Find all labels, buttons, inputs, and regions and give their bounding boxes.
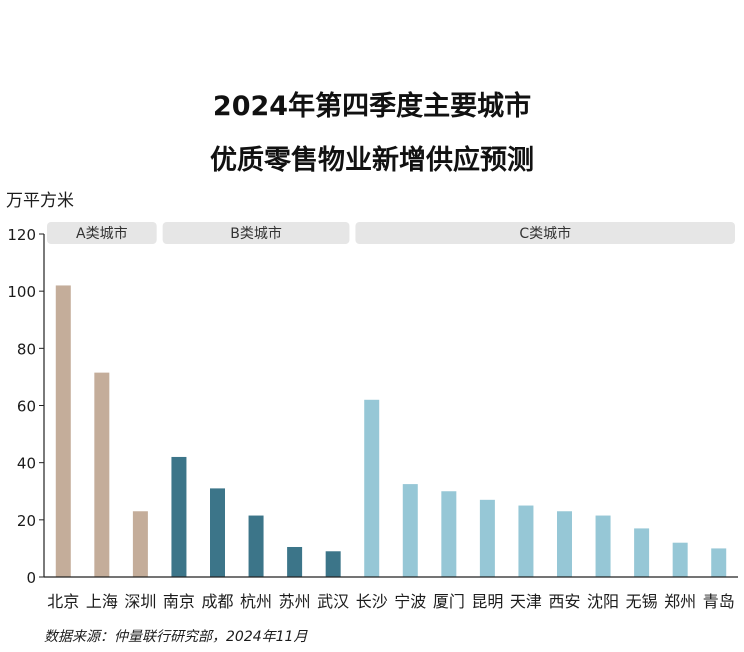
x-tick-label: 昆明 [471, 592, 503, 611]
y-tick-label: 60 [17, 398, 36, 416]
x-tick-label: 郑州 [664, 592, 696, 611]
bar-西安 [557, 511, 572, 577]
x-tick-label: 苏州 [279, 592, 311, 611]
x-tick-label: 宁波 [394, 592, 426, 611]
y-tick-label: 100 [7, 283, 36, 301]
bar-沈阳 [595, 515, 611, 577]
bar-苏州 [287, 546, 303, 577]
bar-昆明 [479, 499, 495, 577]
y-axis-unit-label: 万平方米 [6, 191, 74, 211]
bar-青岛 [711, 548, 727, 577]
group-label-A: A类城市 [76, 225, 128, 242]
x-tick-label: 天津 [510, 592, 542, 611]
x-tick-label: 西安 [548, 592, 580, 611]
bar-杭州 [248, 515, 264, 577]
bar-深圳 [132, 511, 148, 577]
x-tick-label: 成都 [201, 592, 233, 611]
group-band-A [47, 222, 157, 244]
chart-title-line-1: 2024年第四季度主要城市 [212, 91, 532, 122]
x-tick-label: 武汉 [317, 592, 349, 611]
bar-南京 [171, 456, 187, 577]
bar-长沙 [364, 399, 380, 577]
y-tick-label: 20 [17, 512, 36, 530]
x-tick-label: 北京 [47, 592, 79, 611]
chart-title-line-2: 优质零售物业新增供应预测 [210, 145, 534, 176]
x-tick-label: 无锡 [626, 592, 658, 611]
x-tick-label: 上海 [86, 592, 118, 611]
bar-宁波 [402, 484, 418, 577]
x-tick-label: 深圳 [124, 592, 156, 611]
x-tick-label: 长沙 [356, 592, 388, 611]
x-tick-label: 南京 [163, 592, 195, 611]
bar-天津 [518, 505, 534, 577]
bar-厦门 [441, 491, 457, 577]
x-tick-label: 杭州 [240, 592, 272, 611]
bar-成都 [210, 488, 225, 577]
source-note: 数据来源：仲量联行研究部，2024年11月 [44, 629, 308, 645]
bar-上海 [94, 372, 110, 577]
bar-无锡 [634, 528, 650, 577]
group-label-B: B类城市 [230, 225, 282, 242]
bar-郑州 [672, 542, 688, 577]
group-band-C [355, 222, 735, 244]
group-band-B [162, 222, 350, 244]
y-tick-label: 120 [7, 226, 36, 244]
x-tick-label: 青岛 [703, 592, 735, 611]
y-tick-label: 80 [17, 340, 36, 358]
x-tick-label: 厦门 [433, 592, 465, 611]
group-label-C: C类城市 [519, 225, 571, 242]
y-tick-label: 0 [26, 569, 36, 587]
bar-武汉 [325, 551, 341, 577]
x-tick-label: 沈阳 [587, 592, 619, 611]
y-tick-label: 40 [17, 455, 36, 473]
bar-北京 [55, 285, 71, 577]
